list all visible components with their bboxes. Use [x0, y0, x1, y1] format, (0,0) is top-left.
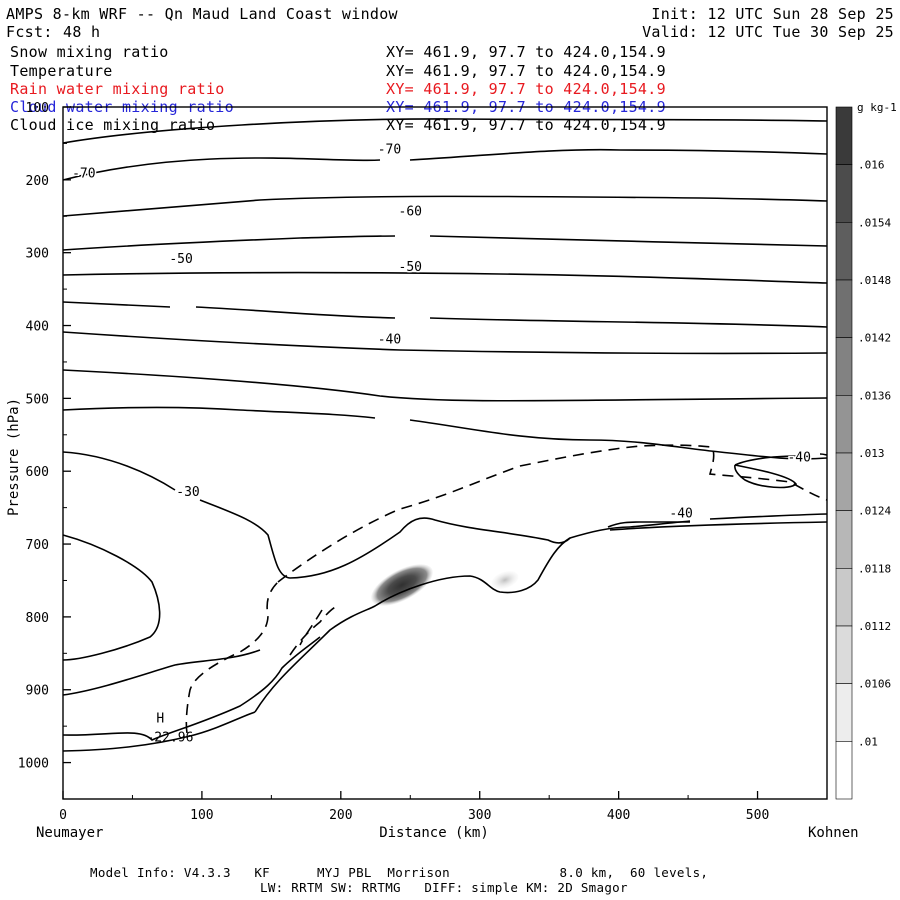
- annotation-label: -22.96: [146, 730, 193, 745]
- colorbar-bin: [835, 683, 853, 742]
- contour-line: [62, 195, 828, 217]
- x-left-endpoint: Neumayer: [36, 825, 103, 841]
- model-info: Model Info: V4.3.3 KF MYJ PBL Morrison 8…: [90, 865, 709, 880]
- temperature-contours: [62, 118, 828, 752]
- x-axis-label: Distance (km): [379, 825, 489, 841]
- x-tick-label: 400: [607, 808, 630, 823]
- y-tick-label: 600: [26, 465, 49, 480]
- colorbar-label: .0154: [858, 216, 891, 229]
- y-tick-label: 700: [26, 538, 49, 553]
- colorbar-label: .0106: [858, 678, 891, 691]
- y-tick-label: 800: [26, 611, 49, 626]
- contour-line: [254, 526, 631, 713]
- contour-line: [62, 235, 828, 251]
- colorbar-bin: [835, 510, 853, 569]
- colorbar-bin: [835, 106, 853, 165]
- field-xy-cloud-ice: XY= 461.9, 97.7 to 424.0,154.9: [386, 116, 666, 134]
- colorbar-label: .0136: [858, 389, 891, 402]
- colorbar-label: .0148: [858, 274, 891, 287]
- contour-label: -50: [399, 260, 422, 275]
- x-right-endpoint: Kohnen: [808, 825, 859, 841]
- valid-time: Valid: 12 UTC Tue 30 Sep 25: [642, 23, 894, 41]
- snow-max-shading: [371, 564, 433, 606]
- contour-line: [609, 521, 828, 531]
- contour-line: [62, 118, 828, 144]
- colorbar-bin: [835, 222, 853, 281]
- contour-line: [62, 271, 828, 284]
- annotations: H -22.96: [146, 711, 193, 745]
- y-tick-label: 300: [26, 247, 49, 262]
- field-name-rain: Rain water mixing ratio: [10, 80, 225, 98]
- x-tick-label: 100: [190, 808, 213, 823]
- colorbar-label: .0124: [858, 505, 891, 518]
- contour-line: [62, 451, 571, 579]
- contour-line: [734, 464, 798, 489]
- y-axis-label: Pressure (hPa): [6, 398, 22, 516]
- contour-line: [62, 148, 828, 181]
- x-tick-label: 0: [59, 808, 67, 823]
- x-tick-label: 200: [329, 808, 352, 823]
- physics-info: LW: RRTM SW: RRTMG DIFF: simple KM: 2D S…: [260, 880, 628, 895]
- contour-labels: -70 -70 -60 -50 -50 -40 -40 -40 -30: [71, 141, 813, 523]
- contour-line: [62, 331, 828, 355]
- y-tick-label: 1000: [18, 757, 49, 772]
- colorbar-label: .016: [858, 159, 885, 172]
- contour-line: [62, 406, 828, 460]
- plot-frame: [62, 106, 828, 800]
- init-time: Init: 12 UTC Sun 28 Sep 25: [651, 5, 894, 23]
- chart-title: AMPS 8-km WRF -- Qn Maud Land Coast wind…: [6, 5, 398, 23]
- y-tick-label: 500: [26, 392, 49, 407]
- contour-line: [62, 534, 161, 661]
- colorbar-bin: [835, 337, 853, 396]
- field-xy-snow: XY= 461.9, 97.7 to 424.0,154.9: [386, 43, 666, 61]
- colorbar-label: .0112: [858, 620, 891, 633]
- field-name-snow: Snow mixing ratio: [10, 43, 169, 61]
- field-name-temperature: Temperature: [10, 62, 113, 80]
- colorbar-bin: [835, 452, 853, 511]
- colorbar-label: .01: [858, 735, 878, 748]
- contour-label: -40: [787, 451, 810, 466]
- colorbar-bin: [835, 568, 853, 627]
- contour-line: [62, 369, 828, 402]
- y-tick-label: 100: [26, 101, 49, 116]
- y-axis: 100 200 300 400 500 600 700 800 900 1000: [18, 101, 71, 800]
- colorbar-bin: [835, 164, 853, 223]
- fcst-value: 48 h: [63, 23, 101, 41]
- y-tick-label: 900: [26, 684, 49, 699]
- colorbar: .016 .0154 .0148 .0142 .0136 .013 .0124 .0118 .0…: [835, 106, 891, 800]
- y-tick-label: 400: [26, 320, 49, 335]
- contour-label: -40: [378, 333, 401, 348]
- dashed-contour: [185, 444, 828, 734]
- contour-line: [62, 649, 261, 696]
- field-xy-rain: XY= 461.9, 97.7 to 424.0,154.9: [386, 80, 666, 98]
- contour-line: [62, 301, 828, 328]
- colorbar-label: .0142: [858, 332, 891, 345]
- colorbar-bin: [835, 741, 853, 800]
- x-tick-label: 300: [468, 808, 491, 823]
- contour-line: [607, 521, 690, 528]
- annotation-label: H: [156, 711, 164, 726]
- colorbar-bin: [835, 279, 853, 338]
- fcst-label: Fcst:: [6, 23, 53, 41]
- colorbar-label: .0118: [858, 562, 891, 575]
- contour-line: [62, 711, 256, 752]
- colorbar-units: g kg-1: [857, 101, 897, 114]
- contour-line: [62, 636, 321, 741]
- x-axis: 0 100 200 300 400 500: [59, 791, 828, 823]
- snow-secondary-shading: [491, 571, 519, 589]
- contour-label: -50: [169, 252, 192, 267]
- y-tick-label: 200: [26, 174, 49, 189]
- contour-label: -70: [378, 143, 401, 158]
- contour-label: -40: [669, 507, 692, 522]
- field-xy-temperature: XY= 461.9, 97.7 to 424.0,154.9: [386, 62, 666, 80]
- x-tick-label: 500: [746, 808, 769, 823]
- contour-label: -70: [72, 167, 95, 182]
- contour-label: -60: [399, 204, 422, 219]
- contour-label: -30: [176, 485, 199, 500]
- colorbar-label: .013: [858, 447, 885, 460]
- colorbar-bin: [835, 625, 853, 684]
- colorbar-bin: [835, 395, 853, 454]
